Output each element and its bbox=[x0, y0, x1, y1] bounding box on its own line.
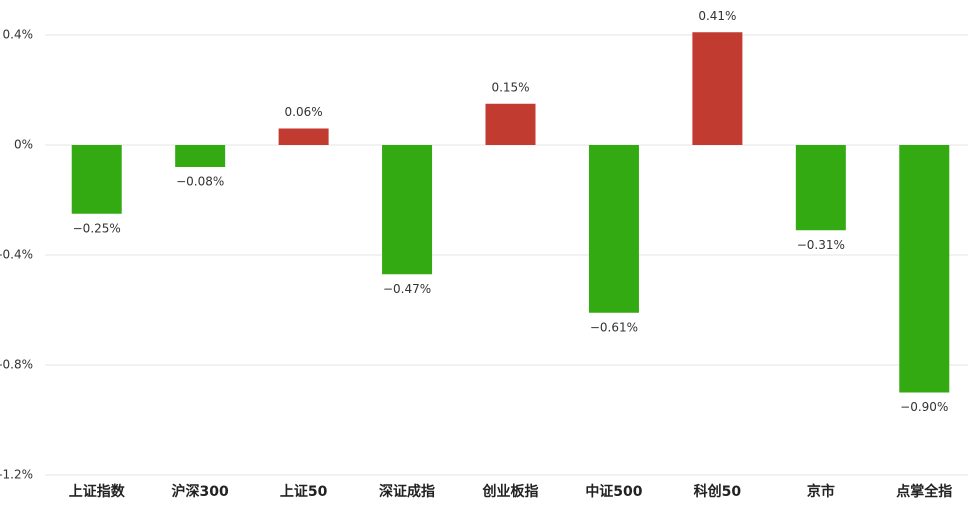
x-tick-label: 沪深300 bbox=[172, 483, 229, 500]
value-label: −0.47% bbox=[383, 282, 431, 296]
value-label: −0.61% bbox=[590, 320, 638, 334]
x-tick-label: 京市 bbox=[807, 483, 835, 500]
x-tick-label: 点掌全指 bbox=[896, 483, 952, 500]
bar bbox=[71, 145, 122, 214]
y-tick-label: 0.4% bbox=[3, 28, 34, 42]
y-tick-label: -0.8% bbox=[0, 358, 33, 372]
x-tick-label: 上证50 bbox=[280, 484, 328, 500]
y-tick-label: -0.4% bbox=[0, 248, 33, 262]
x-tick-label: 中证500 bbox=[585, 483, 642, 500]
value-label: −0.08% bbox=[176, 175, 224, 189]
x-tick-label: 科创50 bbox=[694, 483, 742, 500]
x-tick-label: 上证指数 bbox=[69, 483, 126, 500]
y-tick-label: 0% bbox=[14, 138, 33, 152]
value-label: −0.90% bbox=[900, 400, 948, 414]
x-tick-label: 深证成指 bbox=[379, 483, 435, 500]
bar bbox=[899, 145, 950, 393]
y-tick-label: -1.2% bbox=[0, 468, 33, 482]
bar bbox=[175, 145, 226, 167]
bar bbox=[382, 145, 433, 275]
bar bbox=[795, 145, 846, 231]
bar bbox=[485, 103, 536, 145]
value-label: 0.15% bbox=[491, 80, 529, 94]
value-label: 0.41% bbox=[698, 9, 736, 23]
value-label: 0.06% bbox=[285, 105, 323, 119]
x-tick-label: 创业板指 bbox=[482, 483, 539, 500]
value-label: −0.25% bbox=[73, 221, 121, 235]
value-label: −0.31% bbox=[797, 238, 845, 252]
bar bbox=[692, 32, 743, 145]
bar bbox=[278, 128, 329, 145]
bar bbox=[588, 145, 639, 313]
